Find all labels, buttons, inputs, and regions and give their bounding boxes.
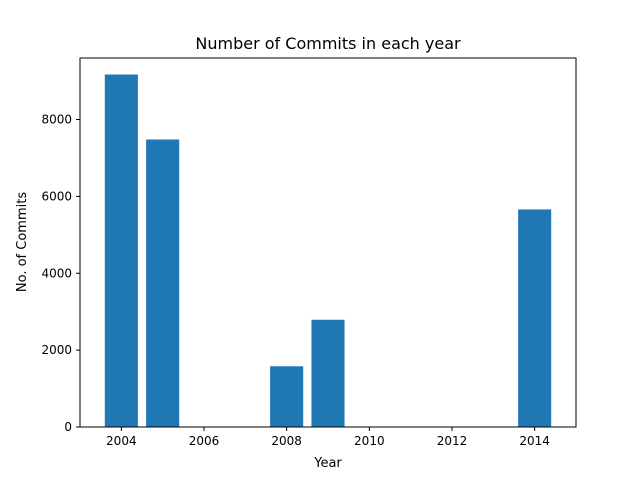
plot-area-frame: [79, 57, 577, 428]
y-tick-label: 4000: [41, 266, 72, 280]
y-tick-label: 6000: [41, 189, 72, 203]
bars-group: [104, 74, 552, 428]
bar-2005: [146, 139, 180, 428]
y-tick-label: 8000: [41, 113, 72, 127]
y-tick-label: 2000: [41, 343, 72, 357]
bar-2009: [311, 319, 345, 427]
chart-title: Number of Commits in each year: [195, 34, 461, 53]
y-axis-label: No. of Commits: [15, 192, 30, 292]
x-tick-label: 2014: [519, 434, 550, 448]
y-axis-ticks: 0 2000 4000 6000 8000: [41, 113, 80, 434]
y-tick-label: 0: [64, 420, 72, 434]
bar-2008: [270, 366, 304, 427]
x-tick-label: 2010: [354, 434, 385, 448]
x-tick-label: 2012: [437, 434, 468, 448]
bar-2004: [104, 74, 138, 427]
bar-2014: [518, 209, 552, 427]
x-tick-label: 2004: [106, 434, 137, 448]
x-axis-label: Year: [313, 456, 342, 471]
x-tick-label: 2006: [189, 434, 220, 448]
x-tick-label: 2008: [271, 434, 302, 448]
x-axis-ticks: 2004 2006 2008 2010 2012 2014: [106, 427, 550, 448]
